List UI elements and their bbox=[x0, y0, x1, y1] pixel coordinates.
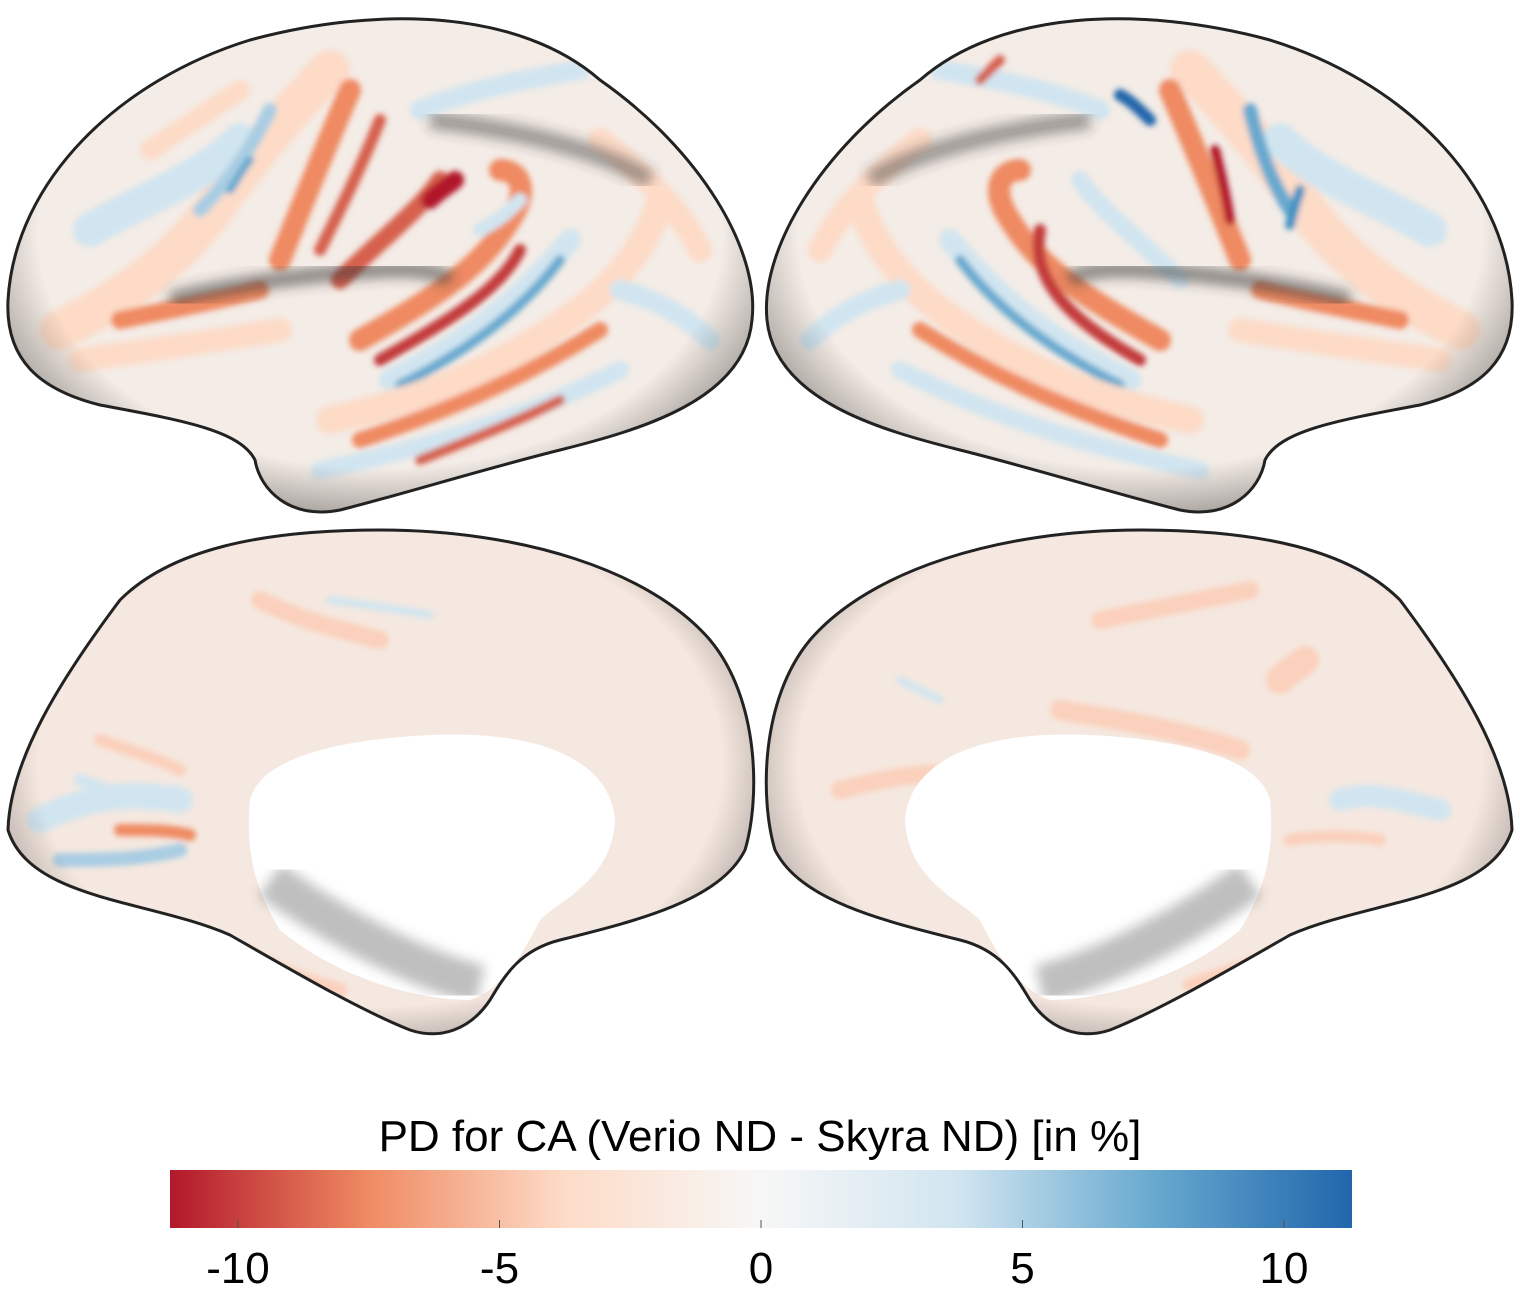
left-medial-surface bbox=[6, 528, 756, 1036]
colorbar-title: PD for CA (Verio ND - Skyra ND) [in %] bbox=[378, 1112, 1142, 1161]
colorbar-tick-label: 10 bbox=[1259, 1244, 1309, 1293]
right-medial-surface bbox=[764, 528, 1514, 1036]
colorbar-tick-label: 5 bbox=[1010, 1244, 1035, 1293]
left-lateral-surface bbox=[6, 17, 755, 514]
colorbar-gradient bbox=[170, 1170, 1352, 1228]
right-lateral-surface bbox=[764, 17, 1514, 514]
colorbar-tick-label: 0 bbox=[748, 1244, 774, 1293]
colorbar-tick-label: -5 bbox=[479, 1244, 520, 1293]
colorbar-tick-label: -10 bbox=[206, 1244, 270, 1293]
colorbar bbox=[170, 1170, 1352, 1228]
brain-surface-panels bbox=[6, 17, 1514, 1036]
